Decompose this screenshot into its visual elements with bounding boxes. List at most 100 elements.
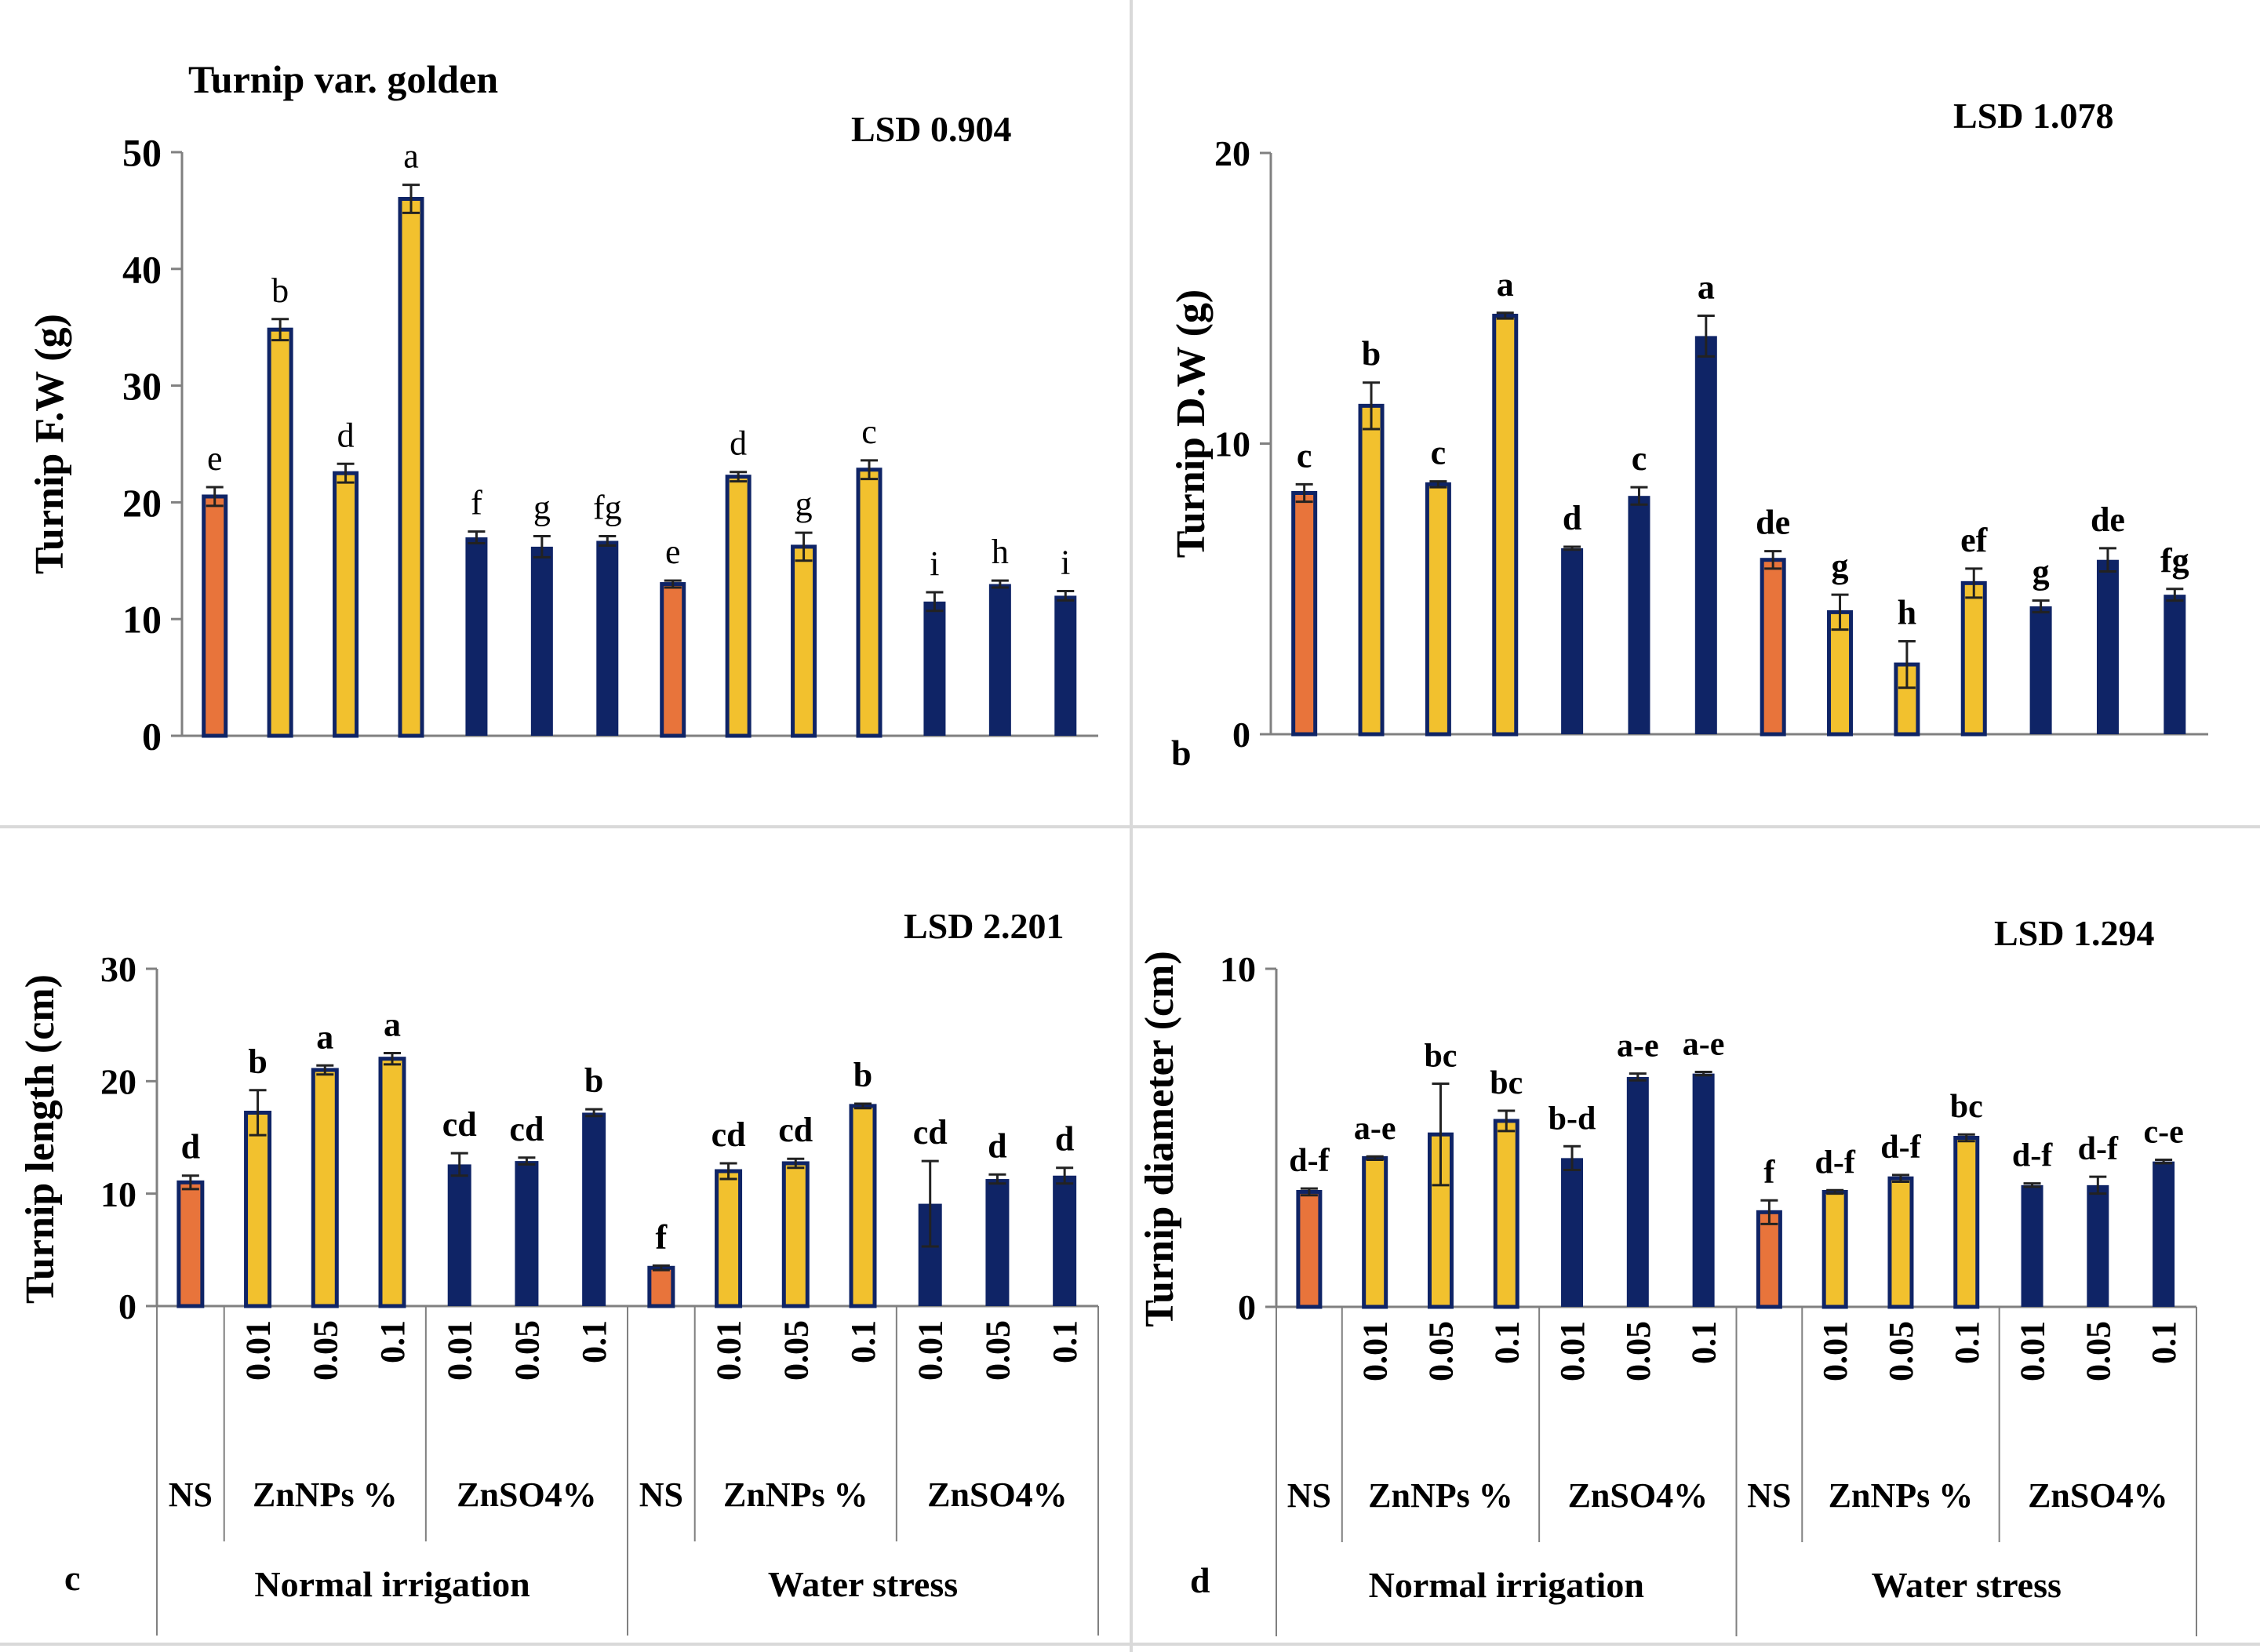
- lsd-label: LSD 0.904: [851, 109, 1011, 149]
- bar: [465, 537, 488, 736]
- bar: [2096, 559, 2119, 734]
- bar: [1694, 336, 1717, 734]
- significance-letter: i: [1061, 543, 1070, 581]
- x-group-label: ZnNPs %: [1368, 1476, 1513, 1515]
- bar: [1960, 580, 1987, 737]
- significance-letter: a-e: [1617, 1028, 1659, 1064]
- bar: [725, 475, 752, 738]
- bar: [1358, 403, 1385, 737]
- x-tick-label: 0.1: [1487, 1321, 1526, 1364]
- significance-letter: g: [795, 485, 813, 523]
- bar: [2087, 1184, 2109, 1307]
- x-tick-label: 0.05: [2079, 1321, 2117, 1381]
- bar: [923, 601, 946, 736]
- x-tick-label: 0.05: [978, 1320, 1017, 1381]
- bar: [2153, 1161, 2175, 1307]
- x-group-label: ZnSO4%: [927, 1476, 1068, 1514]
- x-tick-label: 0.05: [306, 1320, 344, 1381]
- bar: [177, 1180, 205, 1308]
- x-condition-label: Water stress: [1872, 1565, 2062, 1605]
- bar: [582, 1112, 606, 1306]
- bar: [1053, 1175, 1077, 1306]
- y-tick-label: 0: [142, 715, 162, 759]
- bar: [856, 468, 883, 738]
- significance-letter: c: [1431, 434, 1447, 472]
- x-group-label: NS: [169, 1476, 213, 1514]
- bar: [1296, 1189, 1323, 1309]
- panel-label: d: [1190, 1560, 1210, 1600]
- significance-letter: ef: [1960, 521, 1989, 559]
- x-group-label: ZnSO4%: [1568, 1476, 1709, 1515]
- significance-letter: a-e: [1683, 1026, 1725, 1062]
- significance-letter: cd: [442, 1105, 477, 1144]
- significance-letter: c: [1297, 436, 1312, 475]
- x-tick-label: 0.01: [912, 1320, 950, 1381]
- chart-panel-1: 0 10 20 Turnip D.W (g) LSD 1.078 b c b c a d c a de g h…: [1169, 96, 2208, 773]
- significance-letter: a: [316, 1017, 333, 1056]
- significance-letter: cd: [778, 1111, 813, 1149]
- y-tick-label: 10: [100, 1174, 136, 1214]
- x-tick-label: 0.01: [441, 1320, 479, 1381]
- bar: [791, 544, 817, 738]
- y-axis-label: Turnip F.W (g): [27, 314, 72, 574]
- bar: [267, 327, 293, 738]
- significance-letter: b: [271, 271, 289, 310]
- lsd-label: LSD 1.078: [1953, 96, 2113, 136]
- x-tick-label: 0.1: [1046, 1320, 1084, 1363]
- significance-letter: de: [1756, 504, 1790, 542]
- bar: [1628, 496, 1650, 734]
- y-tick-label: 0: [1238, 1287, 1256, 1327]
- horizontal-divider: [0, 825, 2260, 828]
- significance-letter: d-f: [2078, 1131, 2119, 1167]
- x-tick-label: 0.01: [239, 1320, 278, 1381]
- bar: [781, 1161, 810, 1308]
- bar: [988, 584, 1011, 736]
- significance-letter: a-e: [1354, 1111, 1396, 1147]
- y-tick-label: 50: [122, 131, 162, 175]
- lsd-label: LSD 1.294: [1994, 913, 2154, 953]
- x-tick-label: 0.05: [1619, 1321, 1658, 1381]
- significance-letter: bc: [1490, 1065, 1523, 1101]
- y-tick-label: 30: [100, 949, 136, 989]
- x-tick-label: 0.01: [1816, 1321, 1854, 1381]
- bar: [985, 1179, 1010, 1306]
- significance-letter: c: [1632, 439, 1647, 478]
- significance-letter: g: [1832, 547, 1849, 585]
- y-tick-label: 40: [122, 247, 162, 291]
- bar: [1425, 482, 1451, 737]
- significance-letter: cd: [913, 1113, 948, 1152]
- bar: [647, 1265, 675, 1308]
- significance-letter: b: [584, 1061, 603, 1100]
- bar: [1953, 1136, 1980, 1309]
- y-tick-label: 30: [122, 364, 162, 408]
- y-axis-label: Turnip diameter (cm): [1137, 951, 1182, 1327]
- bar: [2029, 606, 2052, 734]
- significance-letter: d-f: [1815, 1144, 1856, 1181]
- bar: [311, 1068, 339, 1308]
- bottom-divider: [0, 1643, 2260, 1646]
- x-tick-label: 0.1: [1948, 1321, 1986, 1364]
- significance-letter: d-f: [1880, 1130, 1921, 1166]
- panel-label: c: [64, 1558, 80, 1598]
- x-group-label: NS: [639, 1476, 683, 1514]
- significance-letter: b: [1362, 335, 1381, 373]
- x-tick-label: 0.01: [2014, 1321, 2052, 1381]
- significance-letter: a: [1497, 265, 1514, 304]
- chart-panel-3: 0 10 Turnip diameter (cm) LSD 1.294 d d-f a-e b…: [1137, 913, 2197, 1636]
- y-tick-label: 10: [1214, 424, 1250, 464]
- bar: [202, 494, 228, 738]
- x-condition-label: Normal irrigation: [254, 1564, 530, 1604]
- x-tick-label: 0.05: [1882, 1321, 1920, 1381]
- y-tick-label: 20: [100, 1061, 136, 1101]
- x-group-label: ZnSO4%: [457, 1476, 597, 1514]
- x-tick-label: 0.01: [1356, 1321, 1395, 1381]
- significance-letter: f: [1763, 1155, 1775, 1191]
- significance-letter: bc: [1424, 1039, 1457, 1075]
- significance-letter: a: [384, 1006, 401, 1044]
- y-tick-label: 20: [1214, 133, 1250, 173]
- bar: [1756, 1210, 1782, 1309]
- significance-letter: d: [1563, 499, 1581, 537]
- bar: [530, 546, 553, 736]
